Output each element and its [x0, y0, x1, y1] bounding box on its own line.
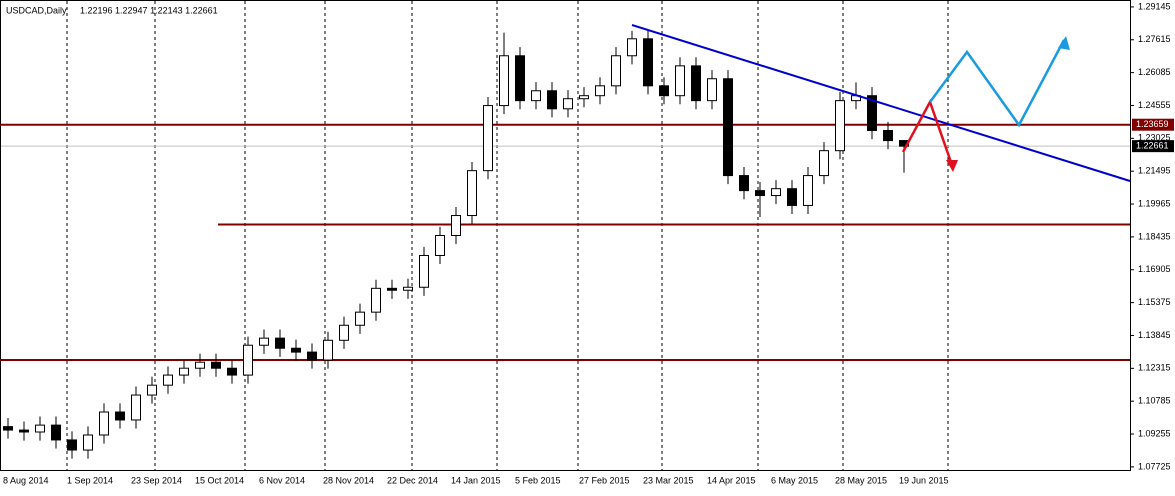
arrow-head: [1058, 36, 1070, 50]
candle-body: [307, 351, 317, 361]
candle-body: [211, 361, 221, 369]
candle-body: [387, 287, 397, 291]
y-tick-label: 1.09255: [1138, 428, 1171, 438]
candle-body: [755, 190, 765, 197]
candle-body: [787, 188, 797, 206]
candle-body: [835, 100, 845, 152]
plot-frame: [0, 0, 1131, 471]
x-tick-label: 28 May 2015: [835, 475, 887, 485]
x-tick-label: 23 Sep 2014: [131, 475, 182, 485]
candle-body: [35, 424, 45, 433]
price-tag: [1132, 118, 1174, 131]
candle-body: [83, 434, 93, 451]
candle-body: [51, 424, 61, 441]
ohlc-header: 1.22196 1.22947 1.22143 1.22661: [80, 5, 218, 15]
y-tick-label: 1.23025: [1138, 133, 1171, 143]
candle-body: [867, 95, 877, 131]
candle-body: [163, 374, 173, 386]
candle-body: [451, 215, 461, 236]
candle-body: [483, 105, 493, 172]
x-tick-label: 5 Feb 2015: [515, 475, 561, 485]
y-tick-label: 1.12315: [1138, 363, 1171, 373]
candle-body: [259, 337, 269, 346]
x-tick-label: 6 May 2015: [771, 475, 818, 485]
candle-body: [419, 254, 429, 288]
candle-body: [819, 150, 829, 177]
candle-body: [147, 384, 157, 396]
candle-body: [803, 175, 813, 206]
candle-body: [547, 90, 557, 110]
candle-body: [275, 337, 285, 349]
candle-body: [227, 367, 237, 376]
bull-path: [928, 39, 1066, 128]
y-tick-label: 1.15375: [1138, 297, 1171, 307]
candle-body: [467, 170, 477, 217]
y-tick-label: 1.24555: [1138, 100, 1171, 110]
candle-body: [675, 65, 685, 97]
candle-body: [243, 344, 253, 376]
y-tick-label: 1.13845: [1138, 330, 1171, 340]
candle-body: [739, 175, 749, 192]
candle-body: [771, 188, 781, 197]
price-tag-label: 1.22661: [1136, 141, 1169, 151]
candle-body: [579, 95, 589, 100]
y-tick-label: 1.19965: [1138, 198, 1171, 208]
x-tick-label: 8 Aug 2014: [3, 475, 49, 485]
price-tag-label: 1.23659: [1136, 119, 1169, 129]
candle-body: [195, 361, 205, 369]
candle-body: [883, 129, 893, 142]
candle-body: [643, 38, 653, 87]
y-tick-label: 1.07725: [1138, 461, 1171, 471]
candle-body: [179, 367, 189, 376]
y-tick-label: 1.18435: [1138, 231, 1171, 241]
candle-body: [515, 55, 525, 102]
x-tick-label: 6 Nov 2014: [259, 475, 305, 485]
chart-title: USDCAD,Daily: [6, 5, 67, 15]
candle-body: [403, 286, 413, 291]
y-tick-label: 1.21495: [1138, 166, 1171, 176]
y-tick-label: 1.29145: [1138, 1, 1171, 11]
candle-body: [291, 347, 301, 353]
candle-body: [339, 324, 349, 341]
candle-body: [595, 85, 605, 97]
candle-body: [99, 411, 109, 436]
candle-body: [131, 394, 141, 421]
candle-body: [611, 55, 621, 87]
candle-body: [355, 311, 365, 326]
x-tick-label: 22 Dec 2014: [387, 475, 438, 485]
candle-body: [499, 55, 509, 107]
candle-body: [707, 78, 717, 102]
x-tick-label: 14 Apr 2015: [707, 475, 756, 485]
y-tick-label: 1.27615: [1138, 34, 1171, 44]
candle-body: [323, 339, 333, 361]
y-tick-label: 1.10785: [1138, 396, 1171, 406]
candle-body: [19, 429, 29, 433]
candle-body: [627, 38, 637, 57]
x-tick-label: 15 Oct 2014: [195, 475, 244, 485]
y-tick-label: 1.26085: [1138, 67, 1171, 77]
candle-body: [691, 65, 701, 102]
candle-body: [723, 78, 733, 177]
x-tick-label: 28 Nov 2014: [323, 475, 374, 485]
trend-line: [631, 24, 1131, 182]
arrow-head: [946, 160, 958, 172]
candle-body: [659, 85, 669, 97]
candle-body: [435, 235, 445, 256]
x-tick-label: 19 Jun 2015: [899, 475, 949, 485]
y-tick-label: 1.16905: [1138, 264, 1171, 274]
candle-body: [115, 411, 125, 421]
x-tick-label: 14 Jan 2015: [451, 475, 501, 485]
x-tick-label: 23 Mar 2015: [643, 475, 694, 485]
candle-body: [67, 439, 77, 451]
x-tick-label: 27 Feb 2015: [579, 475, 630, 485]
price-tag: [1132, 140, 1174, 153]
candle-body: [563, 98, 573, 110]
candle-body: [371, 287, 381, 313]
x-tick-label: 1 Sep 2014: [67, 475, 113, 485]
candle-body: [531, 90, 541, 102]
candle-body: [3, 426, 13, 431]
